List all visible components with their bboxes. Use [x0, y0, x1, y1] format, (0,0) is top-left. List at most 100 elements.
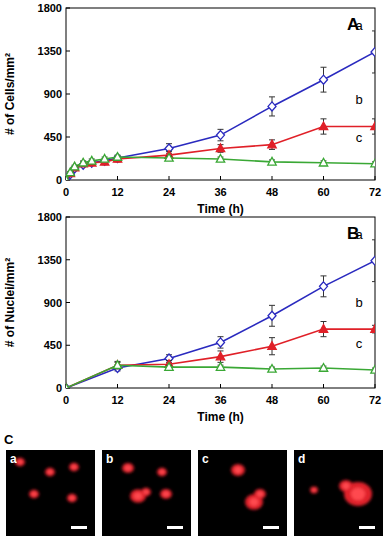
cells [231, 464, 266, 510]
x-tick [169, 176, 170, 180]
plot-area [66, 240, 375, 388]
x-tick [375, 176, 376, 180]
nucleus [339, 480, 353, 492]
data-point [113, 361, 121, 369]
plot-frame [66, 8, 375, 180]
scale-bar [359, 526, 375, 529]
micrograph: c [198, 450, 287, 536]
x-tick-label: 48 [266, 394, 278, 406]
series-label: a [355, 227, 363, 242]
x-tick [272, 176, 273, 180]
y-tick [66, 8, 70, 9]
x-tick [220, 176, 221, 180]
data-point [268, 157, 276, 165]
error-bar [218, 129, 224, 140]
series-line [66, 52, 375, 180]
nucleus-core [125, 465, 131, 470]
data-point [216, 352, 224, 360]
data-point [79, 159, 87, 167]
plot-area [66, 31, 375, 180]
image-label: b [106, 452, 113, 466]
cells [310, 480, 372, 506]
y-tick-label: 1800 [38, 211, 62, 223]
scale-bar [263, 526, 279, 529]
error-bar [218, 337, 224, 348]
image-background [294, 450, 383, 536]
error-bar [372, 240, 375, 282]
nucleus-core [144, 490, 149, 495]
micrograph: d [294, 450, 383, 536]
data-point [319, 364, 327, 372]
data-point [216, 154, 224, 162]
scale-bar [71, 526, 87, 529]
error-bar [321, 276, 327, 297]
data-point [268, 102, 276, 111]
nucleus-core [70, 496, 75, 501]
y-tick [66, 259, 70, 260]
y-tick-label: 0 [56, 382, 62, 394]
x-tick-label: 60 [317, 394, 329, 406]
x-tick [323, 384, 324, 388]
x-tick [323, 176, 324, 180]
cells [15, 458, 79, 503]
data-point [268, 342, 276, 350]
nucleus [157, 468, 167, 477]
data-point [319, 325, 327, 333]
y-tick-label: 900 [44, 297, 62, 309]
scale-bar [167, 526, 183, 529]
x-tick-label: 72 [369, 186, 381, 198]
nucleus-core [343, 483, 350, 489]
nucleus-core [18, 460, 23, 465]
nucleus-core [72, 465, 77, 470]
x-tick-label: 36 [214, 186, 226, 198]
data-point [320, 282, 328, 291]
x-tick-label: 48 [266, 186, 278, 198]
nucleus-core [250, 498, 259, 506]
series-line [66, 126, 375, 180]
x-tick-label: 0 [63, 394, 69, 406]
plot-frame [66, 217, 375, 388]
nucleus-core [351, 488, 365, 501]
y-tick-label: 450 [44, 131, 62, 143]
x-tick-label: 12 [111, 186, 123, 198]
x-axis-label: Time (h) [197, 410, 243, 424]
x-tick [272, 384, 273, 388]
nucleus [160, 489, 172, 499]
series-label: c [356, 336, 363, 351]
x-tick-label: 36 [214, 394, 226, 406]
chart: 0450900135018000122436486072Time (h)# of… [3, 2, 381, 216]
nucleus [67, 494, 77, 503]
data-point [268, 365, 276, 373]
nucleus [231, 464, 245, 476]
y-tick [66, 137, 70, 138]
y-tick [66, 217, 70, 218]
data-point [217, 131, 225, 140]
data-point [100, 154, 108, 162]
data-point [113, 153, 121, 161]
x-tick-label: 24 [163, 394, 176, 406]
nucleus-core [163, 491, 169, 496]
data-point [66, 384, 70, 389]
error-bar [269, 97, 275, 116]
series-line [66, 261, 375, 388]
figure: 0450900135018000122436486072Time (h)# of… [0, 0, 389, 555]
x-tick-label: 60 [317, 186, 329, 198]
image-label: a [10, 452, 17, 466]
nucleus [69, 463, 79, 472]
nucleus [254, 489, 266, 499]
data-point [216, 144, 224, 152]
y-tick-label: 1350 [38, 45, 62, 57]
y-tick [66, 302, 70, 303]
x-tick-label: 72 [369, 394, 381, 406]
data-point [165, 154, 173, 162]
error-bar [372, 31, 375, 73]
error-bar [321, 67, 327, 92]
micrograph: a [6, 450, 95, 536]
data-point [319, 158, 327, 166]
x-tick [169, 384, 170, 388]
nucleus-core [160, 470, 165, 475]
y-tick-label: 450 [44, 339, 62, 351]
y-tick-label: 1350 [38, 254, 62, 266]
data-point [371, 365, 375, 373]
y-tick [66, 345, 70, 346]
